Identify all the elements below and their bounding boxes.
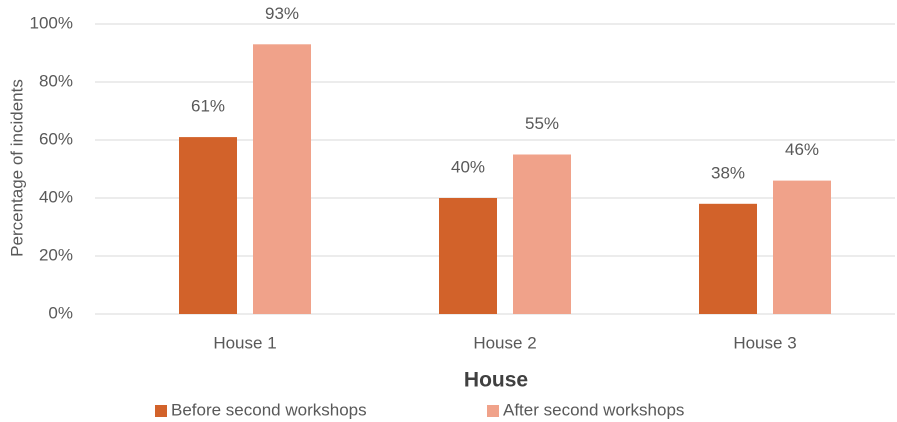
x-tick-label: House 1 (213, 333, 276, 352)
data-label: 38% (711, 163, 745, 182)
data-label: 40% (451, 157, 485, 176)
bar (179, 137, 237, 314)
y-tick-label: 80% (39, 71, 73, 90)
data-label: 55% (525, 114, 559, 133)
bar (513, 154, 571, 314)
y-tick-label: 0% (48, 303, 73, 322)
bar (773, 180, 831, 314)
data-label: 46% (785, 140, 819, 159)
y-tick-label: 100% (30, 13, 73, 32)
data-label: 93% (265, 4, 299, 23)
x-tick-label: House 3 (733, 333, 796, 352)
legend-label: Before second workshops (171, 400, 367, 419)
bar (439, 198, 497, 314)
y-tick-label: 20% (39, 245, 73, 264)
y-axis-label: Percentage of incidents (7, 79, 26, 257)
x-tick-label: House 2 (473, 333, 536, 352)
legend-label: After second workshops (503, 400, 684, 419)
legend-swatch (487, 405, 499, 417)
data-label: 61% (191, 97, 225, 116)
y-tick-label: 60% (39, 129, 73, 148)
bar (253, 44, 311, 315)
x-axis-label: House (464, 369, 528, 392)
legend-swatch (155, 405, 167, 417)
bar (699, 203, 757, 314)
y-tick-label: 40% (39, 187, 73, 206)
